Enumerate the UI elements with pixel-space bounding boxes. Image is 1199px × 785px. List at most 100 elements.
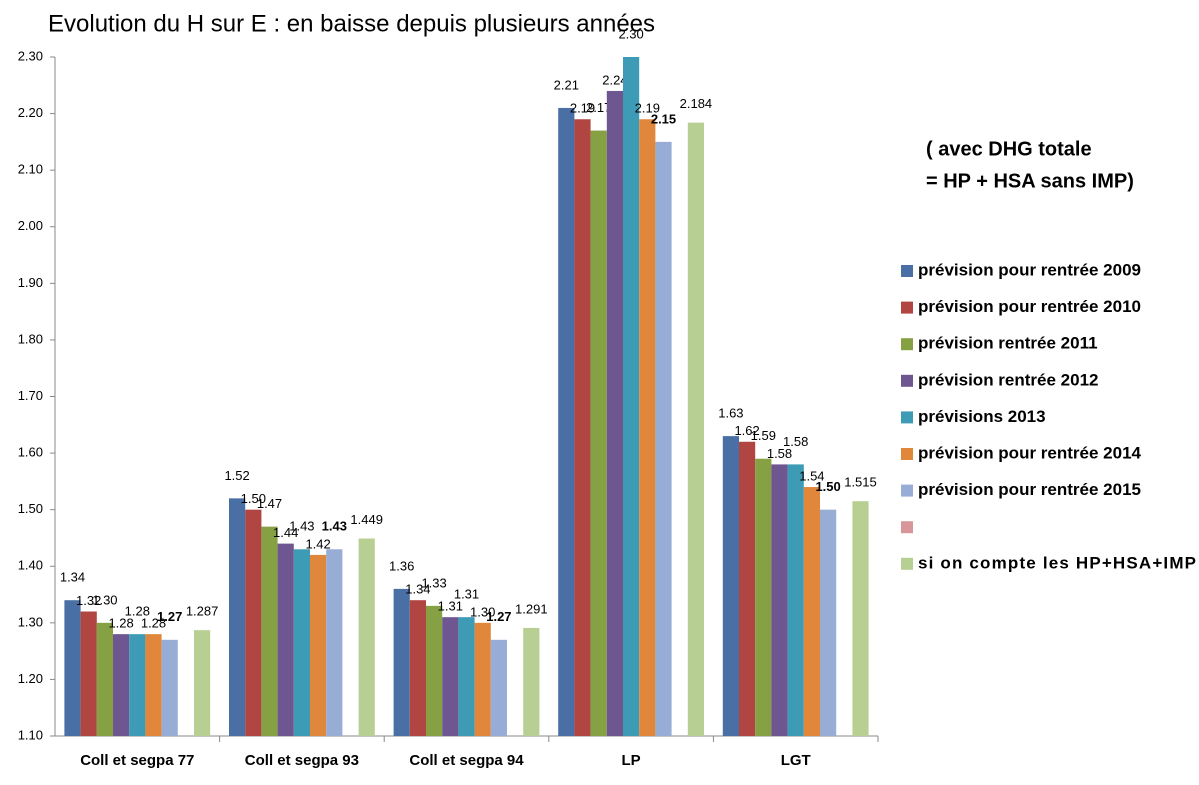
data-label: 2.24 [602,72,627,87]
bar [129,634,146,736]
legend-swatch [901,411,913,424]
y-tick-label: 1.40 [18,558,43,573]
data-label: 1.58 [767,446,792,461]
data-label: 1.47 [257,496,282,511]
legend-swatch [901,557,913,570]
data-label: 2.21 [554,77,579,92]
legend-label: prévision rentrée 2011 [918,334,1098,353]
bar [574,119,591,736]
bar [442,617,459,736]
data-label: 1.50 [815,479,840,494]
data-label: 1.50 [241,491,266,506]
data-label: 2.184 [680,96,713,111]
y-tick-label: 1.30 [18,614,43,629]
legend-label: prévision pour rentrée 2010 [918,297,1141,316]
legend-swatch [901,484,913,497]
chart-title: Evolution du H sur E : en baisse depuis … [48,10,655,37]
bar [64,600,81,736]
data-label: 1.32 [76,593,101,608]
data-label: 2.30 [618,26,643,41]
data-label: 1.52 [224,468,249,483]
bar [426,605,443,736]
bar [310,554,327,736]
annotation: ( avec DHG totale [926,138,1092,160]
bar [474,622,491,736]
data-label: 2.15 [651,111,676,126]
data-label: 1.43 [289,519,314,534]
bar [277,543,294,736]
data-label: 1.62 [734,423,759,438]
y-tick-label: 2.20 [18,105,43,120]
bar [145,634,162,736]
y-tick-label: 1.70 [18,388,43,403]
x-tick-label: LGT [781,752,811,769]
data-label: 1.63 [718,406,743,421]
bar [490,639,507,736]
x-tick-label: Coll et segpa 93 [245,752,359,769]
x-tick-label: Coll et segpa 94 [409,752,524,769]
bar [687,122,704,737]
data-label: 1.27 [486,609,511,624]
bar [722,436,739,736]
bar [326,549,343,736]
bar [787,464,804,736]
y-tick-label: 1.80 [18,331,43,346]
bar [606,90,623,736]
bar [771,464,788,736]
data-label: 1.31 [454,587,479,602]
bar [852,501,869,736]
bar [96,622,113,736]
data-label: 1.30 [92,592,117,607]
legend-swatch [901,338,913,351]
bar [623,57,640,736]
data-label: 1.34 [405,582,430,597]
bar [590,130,607,736]
bar [229,498,246,736]
data-label: 1.34 [60,570,85,585]
data-label: 1.44 [273,525,298,540]
annotation: = HP + HSA sans IMP) [926,170,1134,192]
bar [393,588,410,736]
data-label: 1.42 [305,536,330,551]
data-label: 1.58 [783,434,808,449]
legend-swatch [901,374,913,387]
bar [458,617,475,736]
bar [113,634,130,736]
legend-label: prévisions 2013 [918,407,1046,426]
x-tick-label: Coll et segpa 77 [80,752,194,769]
bar [523,627,540,736]
bar [161,639,178,736]
data-label: 1.59 [751,428,776,443]
data-label: 2.17 [586,100,611,115]
legend-swatch [901,521,913,534]
x-tick-label: LP [622,752,641,769]
bar [80,611,97,736]
data-label: 1.43 [322,519,347,534]
legend-swatch [901,301,913,314]
bar [293,549,310,736]
data-label: 1.28 [125,604,150,619]
y-tick-label: 1.90 [18,275,43,290]
data-label: 1.28 [141,616,166,631]
bar [803,487,820,736]
data-label: 2.19 [570,101,595,116]
bar [261,526,278,736]
y-tick-label: 1.50 [18,501,43,516]
legend-label: prévision pour rentrée 2015 [918,480,1141,499]
legend-label: prévision rentrée 2012 [918,370,1098,389]
bar [820,509,837,736]
y-tick-label: 2.10 [18,162,43,177]
data-label: 1.449 [350,512,383,527]
y-tick-label: 2.00 [18,218,43,233]
legend-label: prévision pour rentrée 2014 [918,443,1142,462]
data-label: 1.54 [799,468,824,483]
data-label: 1.287 [186,604,219,619]
bar [655,141,672,736]
y-tick-label: 1.10 [18,727,43,742]
data-label: 1.515 [844,475,877,490]
bar [639,119,656,736]
data-label: 1.27 [157,609,182,624]
bar [194,630,211,736]
bar [358,538,375,736]
